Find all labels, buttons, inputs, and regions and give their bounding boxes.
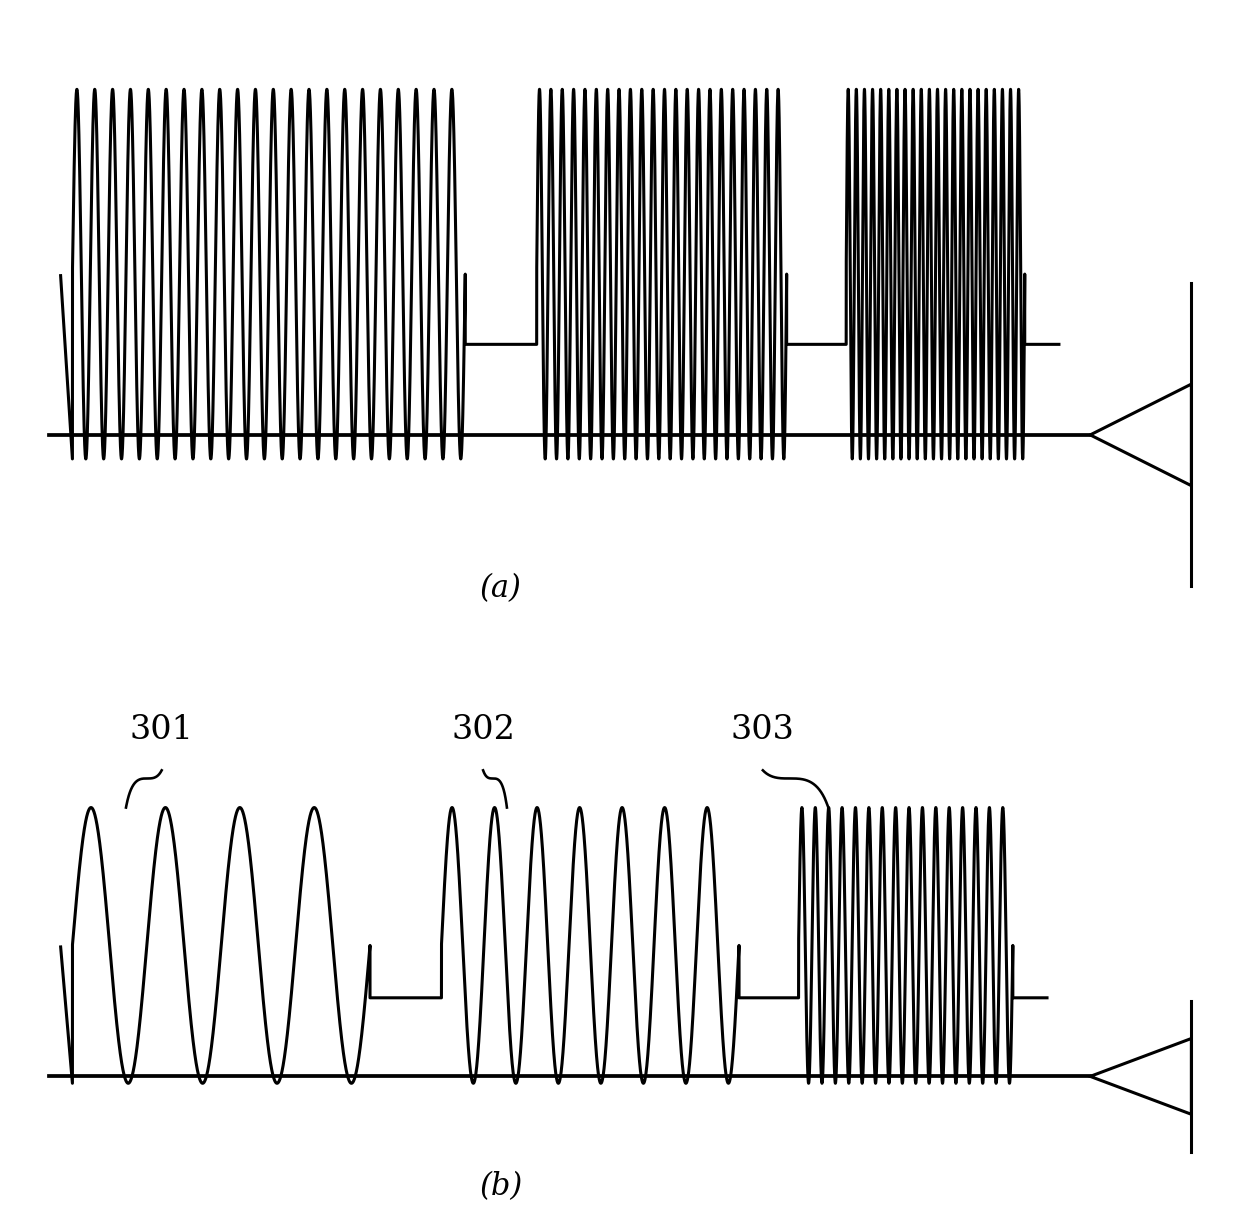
Text: (b): (b) <box>480 1172 522 1202</box>
Text: 303: 303 <box>730 713 795 745</box>
Text: 302: 302 <box>451 713 515 745</box>
Text: 301: 301 <box>130 713 193 745</box>
Text: (a): (a) <box>480 573 522 604</box>
